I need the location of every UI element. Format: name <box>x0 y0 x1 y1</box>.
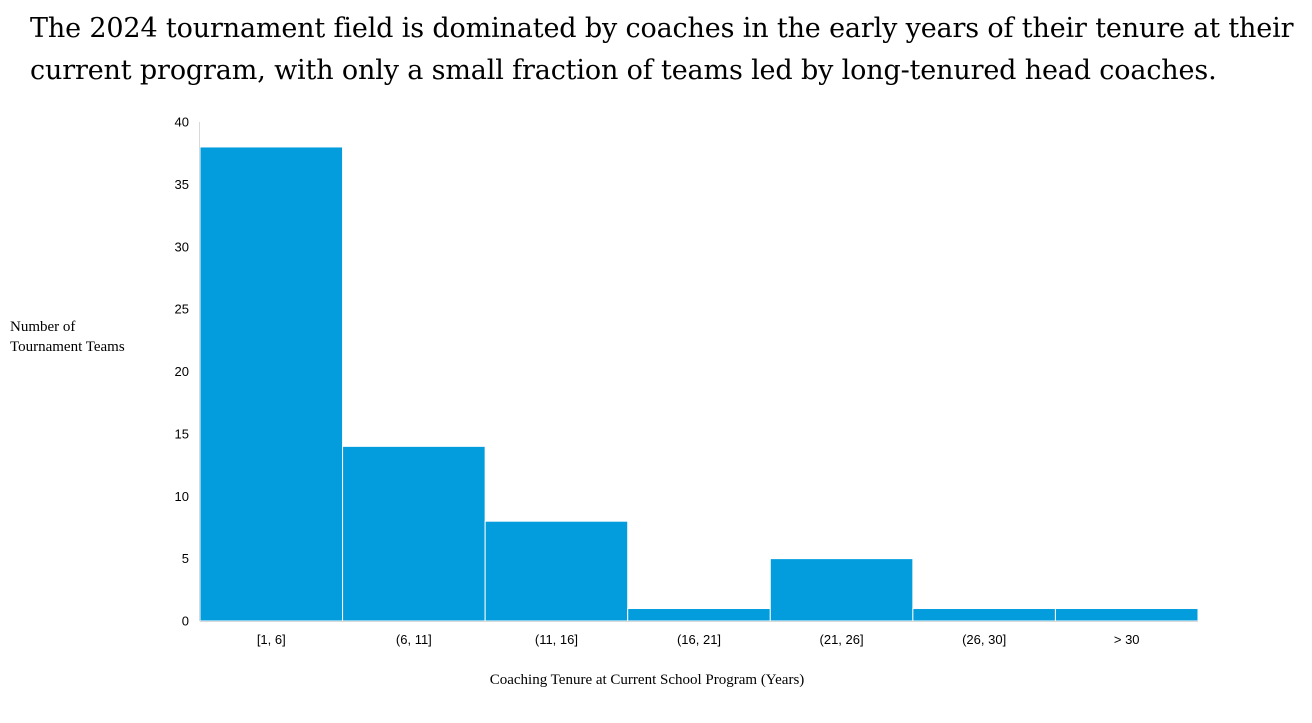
y-tick-25: 25 <box>175 302 189 317</box>
bar-1 <box>342 445 486 622</box>
y-tick-5: 5 <box>182 551 189 566</box>
x-tick-2: (11, 16] <box>535 632 578 647</box>
bar-3 <box>627 608 771 622</box>
x-tick-5: (26, 30] <box>962 632 1006 647</box>
y-tick-0: 0 <box>182 614 189 629</box>
x-tick-3: (16, 21] <box>677 632 721 647</box>
chart-title: The 2024 tournament field is dominated b… <box>30 8 1300 92</box>
x-tick-6: > 30 <box>1114 632 1140 647</box>
y-tick-35: 35 <box>175 177 189 192</box>
y-tick-labels: 0 5 10 15 20 25 30 35 40 <box>175 115 189 629</box>
x-tick-labels: [1, 6] (6, 11] (11, 16] (16, 21] (21, 26] (26… <box>257 632 1140 647</box>
bar-5 <box>912 608 1056 622</box>
y-tick-30: 30 <box>175 239 189 254</box>
y-axis-label-line-1: Number of <box>10 319 75 335</box>
bar-2 <box>484 520 629 622</box>
bar-0 <box>199 146 344 622</box>
y-tick-40: 40 <box>175 115 189 130</box>
y-tick-15: 15 <box>175 426 189 441</box>
x-tick-4: (21, 26] <box>820 632 864 647</box>
chart-title-line-2: current program, with only a small fract… <box>30 55 1217 86</box>
chart-title-line-1: The 2024 tournament field is dominated b… <box>30 13 1294 44</box>
bar-4 <box>769 558 914 622</box>
y-tick-20: 20 <box>175 364 189 379</box>
y-tick-10: 10 <box>175 489 189 504</box>
bars-group <box>199 146 1199 622</box>
x-tick-1: (6, 11] <box>396 632 432 647</box>
y-axis-label-line-2: Tournament Teams <box>10 339 125 355</box>
x-axis-label: Coaching Tenure at Current School Progra… <box>490 672 805 688</box>
x-tick-0: [1, 6] <box>257 632 286 647</box>
bar-6 <box>1054 608 1199 622</box>
